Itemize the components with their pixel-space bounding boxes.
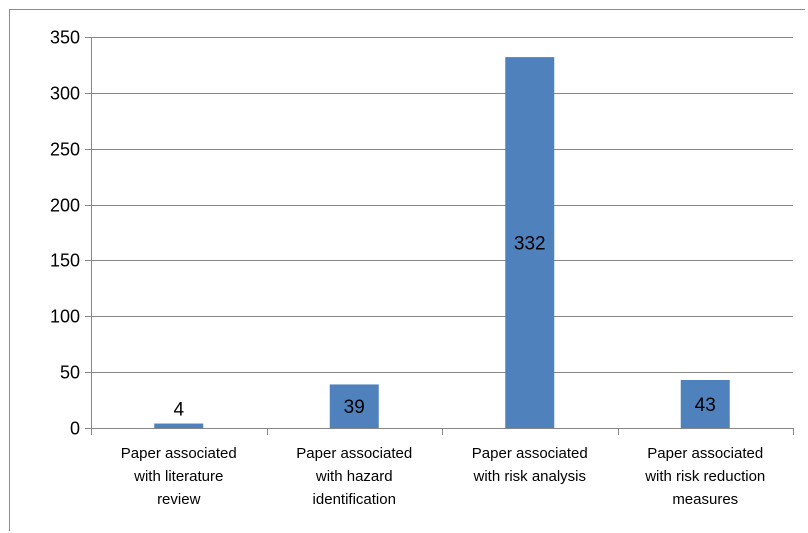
- category-label-1-line-1: Paper associated: [121, 445, 237, 462]
- bar-1: [154, 423, 204, 428]
- bar-2: [329, 384, 379, 428]
- y-tick-label-300: 300: [50, 84, 80, 104]
- bar-4: [680, 379, 730, 428]
- axes: [85, 37, 794, 435]
- category-label-3-line-1: Paper associated: [472, 445, 588, 462]
- category-label-4-line-2: with risk reduction: [644, 468, 765, 485]
- category-label-2-line-3: identification: [313, 491, 396, 508]
- category-label-3-line-2: with risk analysis: [472, 468, 586, 485]
- bars: [154, 57, 730, 428]
- y-tick-label-0: 0: [70, 419, 80, 439]
- category-label-4-line-1: Paper associated: [647, 445, 763, 462]
- category-label-4-line-3: measures: [672, 491, 738, 508]
- category-label-1-line-2: with literature: [133, 468, 223, 485]
- category-label-1-line-3: review: [157, 491, 201, 508]
- bar-3: [505, 57, 555, 428]
- category-label-2-line-2: with hazard: [315, 468, 393, 485]
- chart-frame: [9, 9, 805, 531]
- category-label-2-line-1: Paper associated: [296, 445, 412, 462]
- data-labels: 4 39 332 43: [173, 234, 715, 421]
- data-label-1: 4: [173, 400, 184, 421]
- y-tick-labels: 0 50 100 150 200 250 300 350: [50, 28, 80, 439]
- y-tick-label-150: 150: [50, 251, 80, 271]
- data-label-4: 43: [695, 395, 716, 416]
- y-tick-label-250: 250: [50, 140, 80, 160]
- gridlines: [91, 37, 793, 373]
- y-tick-label-100: 100: [50, 307, 80, 327]
- category-labels: Paper associated with literature review Pap…: [121, 445, 765, 508]
- data-label-2: 39: [344, 397, 365, 418]
- data-label-3: 332: [514, 234, 546, 255]
- y-tick-label-200: 200: [50, 196, 80, 216]
- y-tick-label-350: 350: [50, 28, 80, 48]
- y-tick-label-50: 50: [60, 363, 80, 383]
